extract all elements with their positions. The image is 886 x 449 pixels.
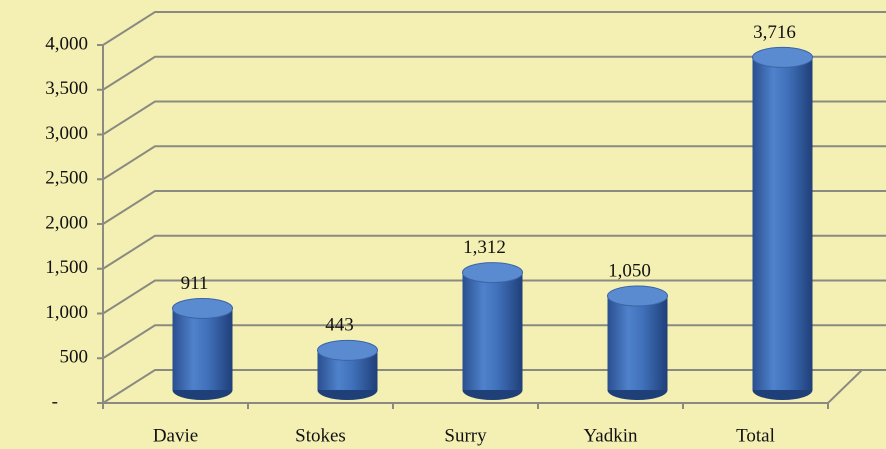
y-tick-label: 4,000 — [45, 33, 88, 54]
bar-top — [317, 339, 378, 361]
grid-line — [102, 190, 886, 225]
bar — [752, 57, 813, 390]
x-tick-label: Surry — [444, 425, 487, 446]
grid-line — [102, 55, 886, 91]
bar — [462, 272, 523, 390]
bar-top — [752, 46, 813, 68]
bar-top — [607, 285, 668, 307]
y-tick-label: 2,000 — [45, 212, 88, 233]
bar — [172, 308, 233, 390]
grid-line — [102, 100, 886, 136]
bar-top — [172, 297, 233, 319]
x-tick-label: Total — [736, 425, 775, 446]
grid-line — [102, 234, 886, 270]
y-tick-label: 500 — [60, 347, 89, 368]
bar — [607, 296, 668, 390]
value-label: 911 — [181, 273, 209, 294]
y-tick-label: 3,000 — [45, 123, 88, 144]
value-label: 3,716 — [753, 22, 796, 43]
y-tick-label: 2,500 — [45, 168, 88, 189]
value-label: 1,050 — [608, 260, 651, 281]
y-tick-label: 1,500 — [45, 257, 88, 278]
y-tick-label: - — [52, 391, 58, 412]
bar-top — [462, 262, 523, 284]
x-tick-label: Davie — [153, 425, 198, 446]
x-tick-label: Stokes — [295, 425, 346, 446]
x-tick-label: Yadkin — [583, 425, 638, 446]
grid-line — [102, 11, 886, 46]
grid-line — [102, 279, 886, 315]
value-label: 1,312 — [463, 237, 506, 258]
grid-line — [102, 145, 886, 181]
value-label: 443 — [325, 315, 354, 336]
y-tick-label: 1,000 — [45, 302, 88, 323]
y-tick-label: 3,500 — [45, 78, 88, 99]
